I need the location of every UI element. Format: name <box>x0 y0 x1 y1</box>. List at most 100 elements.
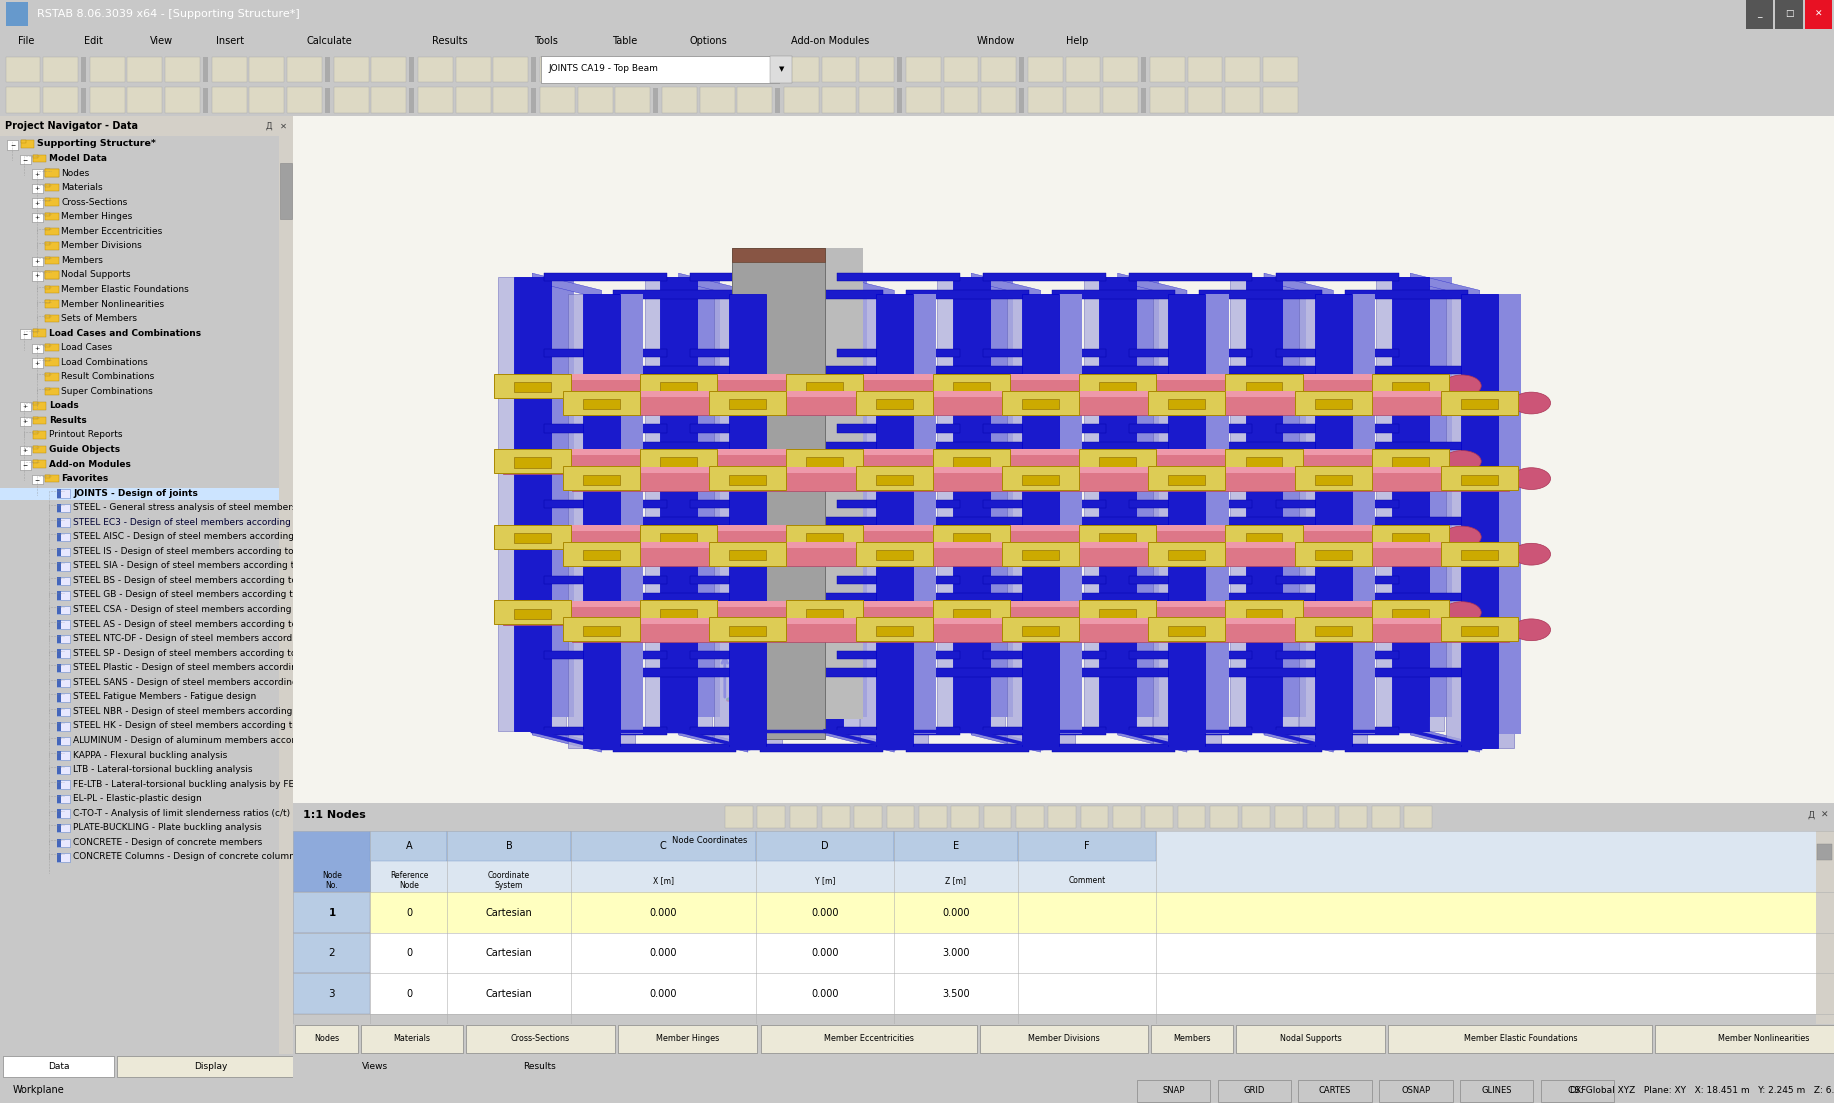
Bar <box>1168 474 1205 485</box>
Polygon shape <box>1053 441 1176 450</box>
Bar <box>281 163 292 219</box>
Text: Member Hinges: Member Hinges <box>657 1034 719 1043</box>
Bar <box>370 831 447 861</box>
Bar <box>790 277 858 731</box>
Bar <box>46 213 50 216</box>
Text: −: − <box>35 476 40 482</box>
Text: STEEL AISC - Design of steel members according to AISC (LRFD or ASD): STEEL AISC - Design of steel members acc… <box>73 533 396 542</box>
Bar <box>57 737 61 746</box>
Bar <box>1225 56 1260 83</box>
Bar <box>1379 1080 1453 1102</box>
Bar <box>1078 449 1155 473</box>
Bar <box>57 708 61 716</box>
Bar <box>46 199 50 201</box>
Bar <box>1392 609 1429 619</box>
Text: 2: 2 <box>328 949 336 959</box>
Bar <box>860 87 895 114</box>
Bar <box>57 563 70 570</box>
Bar <box>46 314 50 318</box>
Bar <box>761 1026 976 1052</box>
Bar <box>660 533 697 544</box>
Bar <box>730 295 767 748</box>
Bar <box>33 403 46 409</box>
Polygon shape <box>503 449 1440 473</box>
Bar <box>877 295 913 748</box>
Text: Cartesian: Cartesian <box>486 949 532 959</box>
Bar <box>57 693 61 702</box>
Text: GLINES: GLINES <box>1482 1085 1511 1095</box>
Polygon shape <box>983 425 1106 432</box>
Bar <box>1080 805 1108 827</box>
Polygon shape <box>906 743 1029 752</box>
Bar <box>57 765 70 774</box>
Bar <box>1372 805 1399 827</box>
Polygon shape <box>983 274 1106 281</box>
Text: FE-LTB - Lateral-torsional buckling analysis by FEM: FE-LTB - Lateral-torsional buckling anal… <box>73 780 303 789</box>
Bar <box>860 56 895 83</box>
Polygon shape <box>545 500 668 508</box>
Bar <box>701 87 735 114</box>
Bar <box>117 1056 304 1078</box>
Bar <box>1177 805 1205 827</box>
Bar <box>1372 374 1449 397</box>
Bar <box>697 277 721 717</box>
Bar <box>844 277 866 717</box>
Bar <box>46 170 59 176</box>
Bar <box>822 805 849 827</box>
Polygon shape <box>1117 274 1187 299</box>
Text: +: + <box>35 201 40 205</box>
Bar <box>1022 474 1058 485</box>
Text: File: File <box>18 36 35 46</box>
Polygon shape <box>1344 743 1467 752</box>
Bar <box>646 277 712 731</box>
Text: STEEL - General stress analysis of steel members: STEEL - General stress analysis of steel… <box>73 503 297 512</box>
Bar <box>33 403 39 405</box>
Bar <box>807 382 844 392</box>
Bar <box>57 664 61 673</box>
Bar <box>954 382 990 392</box>
Text: +: + <box>35 274 40 278</box>
Bar <box>1066 56 1100 83</box>
Bar <box>57 853 70 861</box>
Text: View: View <box>150 36 174 46</box>
Bar <box>1022 550 1058 560</box>
Bar <box>418 56 453 83</box>
Bar <box>57 504 61 513</box>
Text: +: + <box>22 448 28 453</box>
Bar <box>897 57 902 82</box>
Polygon shape <box>1053 668 1176 676</box>
Polygon shape <box>690 274 812 281</box>
Bar <box>954 609 990 619</box>
Bar <box>409 57 414 82</box>
Text: Comment: Comment <box>1067 876 1106 886</box>
Bar <box>33 154 39 158</box>
Bar <box>293 831 1834 892</box>
Polygon shape <box>1130 576 1253 583</box>
Text: STEEL NBR - Design of steel members according to NBR: STEEL NBR - Design of steel members acco… <box>73 707 326 716</box>
Polygon shape <box>1276 651 1399 660</box>
Text: CONCRETE Columns - Design of concrete columns: CONCRETE Columns - Design of concrete co… <box>73 853 301 861</box>
Bar <box>1445 295 1513 748</box>
Bar <box>877 550 913 560</box>
Bar <box>57 547 70 556</box>
Bar <box>616 87 651 114</box>
Bar <box>807 609 844 619</box>
Ellipse shape <box>1443 526 1482 548</box>
Bar <box>204 57 209 82</box>
Bar <box>493 87 528 114</box>
Bar <box>1405 805 1432 827</box>
Bar <box>563 542 640 566</box>
Bar <box>7 140 18 150</box>
Polygon shape <box>690 727 812 735</box>
Bar <box>293 933 370 974</box>
Bar <box>20 140 26 143</box>
Bar <box>583 399 620 409</box>
Bar <box>886 805 915 827</box>
Bar <box>578 87 613 114</box>
Text: B: B <box>506 840 512 852</box>
Bar <box>897 88 902 113</box>
Bar <box>33 330 39 332</box>
Bar <box>20 460 31 470</box>
Bar <box>1146 805 1174 827</box>
Text: Nodal Supports: Nodal Supports <box>61 270 130 279</box>
